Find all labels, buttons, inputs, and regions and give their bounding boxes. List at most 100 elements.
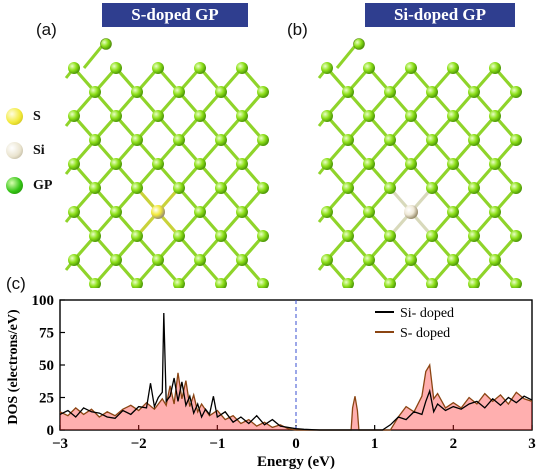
gp-atom [468, 278, 480, 288]
gp-atom [321, 110, 333, 122]
gp-atom [236, 254, 248, 266]
s-atom-icon [6, 108, 23, 125]
gp-atom [215, 134, 227, 146]
gp-atom [152, 254, 164, 266]
legend-label-s: S [33, 108, 41, 124]
si-doped-graphene-structure [317, 38, 522, 288]
gp-atom [363, 110, 375, 122]
gp-atom [510, 278, 522, 288]
gp-atom [405, 62, 417, 74]
gp-atom [405, 110, 417, 122]
gp-atom [68, 110, 80, 122]
gp-atom [489, 254, 501, 266]
gp-atom [510, 86, 522, 98]
gp-atom [194, 110, 206, 122]
gp-atom [363, 62, 375, 74]
gp-atom [384, 134, 396, 146]
gp-atom [173, 182, 185, 194]
gp-atom [489, 206, 501, 218]
x-axis-label: Energy (eV) [257, 454, 335, 470]
gp-atom [215, 86, 227, 98]
x-tick-label: 3 [528, 436, 536, 452]
panel-b-label: (b) [287, 20, 308, 39]
gp-atom [426, 134, 438, 146]
si-atom-icon [6, 142, 23, 159]
gp-atom [68, 62, 80, 74]
gp-atom [173, 134, 185, 146]
dos-chart: −3 −2 −1 0 1 2 3 0 25 50 75 100 Si- doped S- doped Ene… [6, 293, 536, 470]
y-tick-label: 50 [39, 358, 54, 374]
gp-atom [489, 158, 501, 170]
gp-atom [510, 182, 522, 194]
gp-atom [110, 110, 122, 122]
gp-atom [68, 254, 80, 266]
gp-atom [236, 110, 248, 122]
gp-atom [194, 206, 206, 218]
gp-atom [215, 278, 227, 288]
gp-atom [236, 206, 248, 218]
gp-atom [215, 182, 227, 194]
gp-atom [384, 230, 396, 242]
gp-atom [321, 206, 333, 218]
gp-atom [131, 278, 143, 288]
legend-item-gp: GP [6, 177, 52, 194]
x-tick-label: 2 [450, 436, 458, 452]
x-tick-label: −2 [131, 436, 147, 452]
y-tick-label: 25 [39, 391, 54, 407]
s-doped-fill [60, 365, 532, 430]
gp-atom [447, 158, 459, 170]
gp-atom [510, 230, 522, 242]
gp-atom [257, 86, 269, 98]
gp-atom [342, 134, 354, 146]
gp-atom [89, 182, 101, 194]
y-tick-label: 100 [32, 293, 55, 309]
gp-atom [426, 278, 438, 288]
legend-label-gp: GP [33, 177, 53, 193]
gp-atom [468, 86, 480, 98]
bond [335, 45, 357, 69]
gp-atom [194, 254, 206, 266]
s-dopant-atom [151, 205, 165, 219]
gp-atom [342, 182, 354, 194]
si-doped-line [59, 312, 533, 431]
gp-atom [321, 254, 333, 266]
x-tick-label: −1 [209, 436, 225, 452]
x-tick-label: 1 [371, 436, 379, 452]
gp-atom [321, 62, 333, 74]
gp-atom [110, 254, 122, 266]
legend-item-si: Si [6, 142, 45, 159]
y-tick-label: 75 [39, 326, 54, 342]
gp-atom [384, 86, 396, 98]
gp-atom [131, 134, 143, 146]
gp-atom [110, 158, 122, 170]
x-tick-label: 0 [292, 436, 300, 452]
gp-atom [68, 158, 80, 170]
gp-atom [321, 158, 333, 170]
gp-atom [447, 110, 459, 122]
gp-atom [131, 182, 143, 194]
gp-atom [384, 182, 396, 194]
gp-atom [363, 254, 375, 266]
gp-atom [236, 158, 248, 170]
gp-atom [89, 278, 101, 288]
gp-atom [100, 38, 112, 50]
x-tick-label: −3 [52, 436, 68, 452]
gp-atom [68, 206, 80, 218]
gp-atom [257, 278, 269, 288]
gp-atom [363, 158, 375, 170]
gp-atom [405, 254, 417, 266]
gp-atom [110, 206, 122, 218]
legend-label: Si- doped [400, 306, 454, 321]
panel-b-title: Si-doped GP [365, 3, 515, 27]
gp-atom [353, 38, 365, 50]
gp-atom [89, 230, 101, 242]
gp-atom [257, 182, 269, 194]
si-dopant-atom [404, 205, 418, 219]
bond [82, 45, 104, 69]
bond-layer [64, 45, 265, 288]
gp-atom [342, 86, 354, 98]
gp-atom [468, 134, 480, 146]
legend-item-s: S [6, 108, 41, 125]
gp-atom [89, 86, 101, 98]
gp-atom [173, 86, 185, 98]
